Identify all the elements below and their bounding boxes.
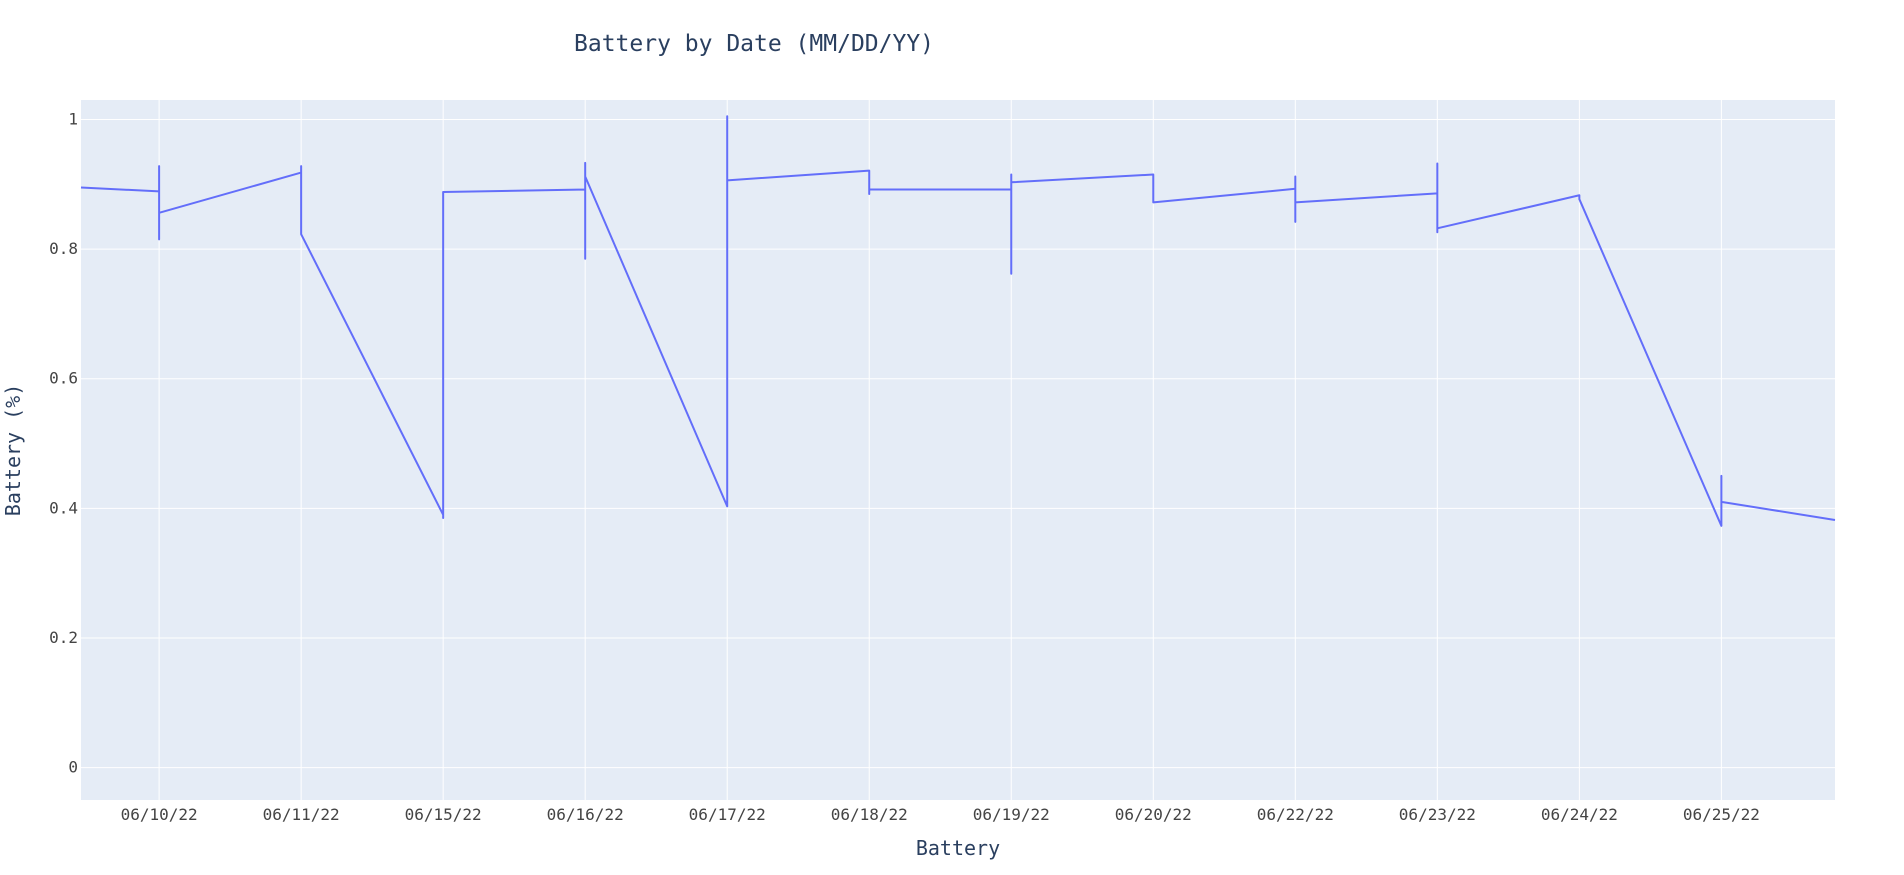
x-tick-label: 06/10/22 [121,805,198,824]
y-tick-labels: 0 0.2 0.4 0.6 0.8 1 [49,109,78,776]
x-tick-label: 06/20/22 [1115,805,1192,824]
x-tick-label: 06/25/22 [1683,805,1760,824]
y-tick-label: 0.2 [49,628,78,647]
y-tick-label: 0.8 [49,239,78,258]
y-tick-label: 0.4 [49,498,78,517]
y-tick-label: 0.6 [49,369,78,388]
y-tick-label: 1 [68,109,78,128]
x-tick-label: 06/18/22 [831,805,908,824]
x-tick-label: 06/17/22 [689,805,766,824]
x-tick-label: 06/19/22 [973,805,1050,824]
x-tick-label: 06/23/22 [1399,805,1476,824]
x-tick-labels: 06/10/22 06/11/22 06/15/22 06/16/22 06/17/22… [121,805,1760,824]
x-tick-label: 06/16/22 [547,805,624,824]
x-tick-label: 06/22/22 [1257,805,1334,824]
x-axis-title: Battery [916,836,1000,860]
plot-background [81,100,1835,800]
x-tick-label: 06/15/22 [405,805,482,824]
x-tick-label: 06/24/22 [1541,805,1618,824]
y-axis-title: Battery (%) [1,384,25,516]
x-tick-label: 06/11/22 [263,805,340,824]
chart-title: Battery by Date (MM/DD/YY) [574,31,934,57]
y-tick-label: 0 [68,758,78,777]
